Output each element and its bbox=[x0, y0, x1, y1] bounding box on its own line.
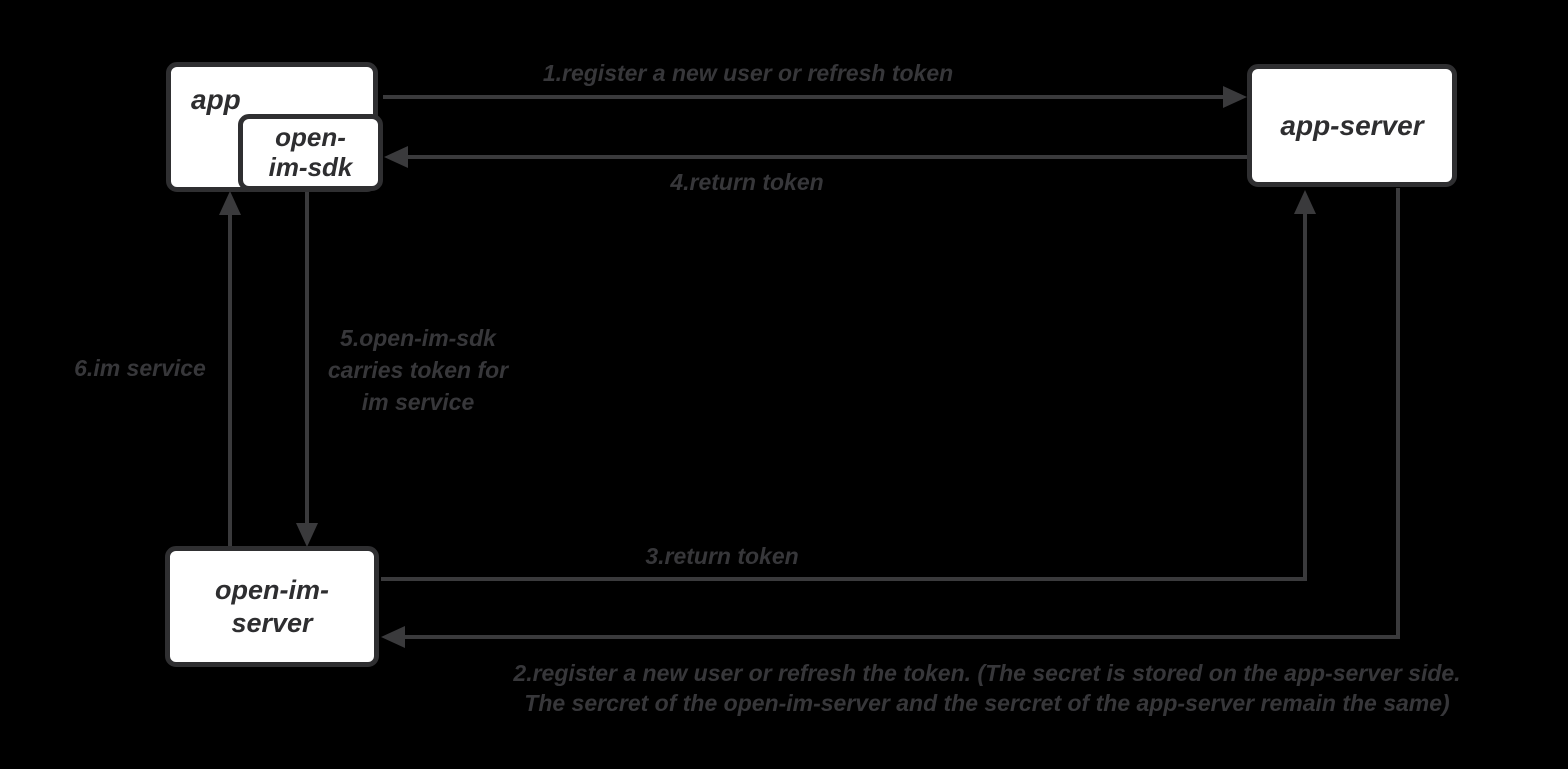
edge5-label: 5.open-im-sdk carries token for im servi… bbox=[327, 325, 509, 415]
edge5-arrow bbox=[296, 191, 318, 547]
node-open-im-sdk: open- im-sdk bbox=[238, 114, 383, 191]
edge6-arrow bbox=[219, 191, 241, 546]
node-open-im-sdk-label: open- im-sdk bbox=[268, 121, 353, 182]
edge2-arrow bbox=[381, 188, 1400, 648]
node-app-server: app-server bbox=[1247, 64, 1457, 187]
edge4-label: 4.return token bbox=[670, 169, 824, 195]
edge3-arrow bbox=[381, 190, 1316, 581]
node-app-server-label: app-server bbox=[1280, 109, 1424, 141]
edge1-label: 1.register a new user or refresh token bbox=[542, 60, 954, 86]
edge6-label: 6.im service bbox=[74, 355, 206, 381]
edge4-arrow bbox=[384, 146, 1247, 168]
node-open-im-server-label: open-im- server bbox=[215, 575, 329, 638]
node-open-im-server: open-im- server bbox=[165, 546, 379, 667]
edge3-label: 3.return token bbox=[645, 543, 799, 569]
edge1-arrow bbox=[383, 86, 1247, 108]
node-app-label: app bbox=[191, 84, 241, 115]
edge2-label: 2.register a new user or refresh the tok… bbox=[513, 660, 1461, 716]
